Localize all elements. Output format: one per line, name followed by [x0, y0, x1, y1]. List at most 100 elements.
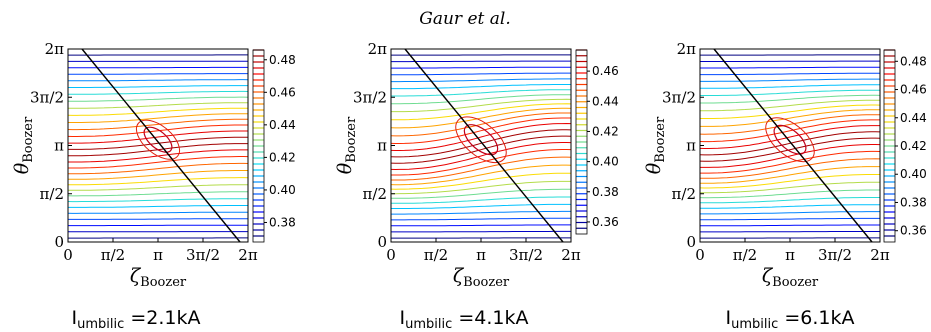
y-axis-label-symbol: θ	[11, 162, 33, 174]
contour-line	[390, 172, 571, 190]
contour-line	[68, 73, 248, 75]
contour-line	[68, 205, 248, 208]
contour-line	[700, 99, 880, 112]
contour-line	[700, 204, 880, 209]
running-head: Gaur et al.	[419, 9, 510, 29]
umbilic-edge-line	[81, 48, 241, 243]
colorbar: 0.46 0.44 0.42 0.40 0.38 0.36	[575, 49, 619, 235]
colorbar-tick-label: 0.48	[900, 54, 927, 68]
panel-caption: Iumbilic =6.1kA	[726, 307, 855, 332]
contour-island	[143, 126, 173, 153]
colorbar-frame	[575, 49, 588, 235]
y-tick-label: π/2	[363, 185, 387, 203]
contour-line	[67, 198, 248, 203]
contour-line	[700, 150, 881, 174]
contour-line	[68, 79, 249, 82]
y-tick-label: 3π/2	[30, 88, 64, 106]
y-axis-label-symbol: θ	[334, 162, 356, 174]
x-tick-label: 0	[63, 246, 73, 264]
x-tick-label: π/2	[733, 246, 757, 264]
contour-line	[699, 137, 881, 162]
umbilic-edge-line	[713, 48, 873, 243]
contour-line	[68, 177, 249, 186]
x-tick-label: 3π/2	[509, 246, 543, 264]
contour-line	[67, 124, 248, 137]
contour-line	[68, 90, 249, 95]
contour-line	[391, 217, 571, 221]
contour-island-outer	[455, 116, 507, 164]
contour-line	[68, 184, 248, 191]
y-tick-label: 2π	[368, 40, 388, 58]
colorbar-tick-label: 0.46	[269, 85, 296, 99]
contour-line	[391, 103, 572, 121]
contour-line	[700, 94, 881, 104]
colorbar-tick-label: 0.40	[269, 183, 296, 197]
contour-line	[391, 203, 571, 209]
caption-subscript: umbilic	[731, 317, 778, 332]
contour-line	[391, 94, 571, 105]
y-tick-label: π	[686, 137, 696, 155]
colorbar-tick-label: 0.38	[900, 195, 927, 209]
contour-line	[68, 113, 248, 123]
contour-lines-3	[699, 54, 881, 239]
panels-group: 0 π/2 π 3π/2 2π0π/2π3π/22πζBoozerθBoozer0.48…	[11, 40, 927, 332]
caption-symbol: I	[72, 307, 78, 329]
x-tick-label: 2π	[870, 246, 890, 264]
panel-caption: Iumbilic =4.1kA	[400, 307, 529, 332]
contour-line	[67, 211, 248, 214]
contour-line	[391, 230, 571, 233]
contour-line	[68, 130, 248, 144]
contour-line	[68, 218, 248, 220]
contour-line	[68, 162, 249, 175]
y-axis-label: θBoozer	[334, 116, 359, 174]
contour-line	[391, 89, 571, 97]
contour-line	[391, 72, 571, 76]
contour-line	[700, 89, 880, 96]
colorbar-tick-label: 0.38	[592, 185, 619, 199]
colorbar-tick-label: 0.44	[269, 118, 296, 132]
contour-line	[700, 144, 881, 168]
contour-line	[390, 122, 572, 151]
colorbar-tick-label: 0.48	[269, 53, 296, 67]
x-tick-label: π	[153, 246, 163, 264]
y-axis-label-subscript: Boozer	[21, 116, 36, 163]
contour-line	[391, 224, 571, 227]
contour-line	[699, 174, 880, 189]
contour-line	[699, 131, 881, 156]
contour-line	[700, 104, 881, 119]
contour-line	[700, 78, 880, 82]
x-tick-label: π	[785, 246, 795, 264]
x-axis-label: ζBoozer	[453, 265, 510, 290]
contour-line	[700, 181, 880, 194]
panel-caption: Iumbilic =2.1kA	[72, 307, 201, 332]
colorbar: 0.48 0.46 0.44 0.42 0.40 0.38 0.36	[883, 49, 927, 243]
colorbar-tick-label: 0.44	[900, 111, 927, 125]
contour-line	[390, 117, 571, 144]
x-tick-label: 3π/2	[818, 246, 852, 264]
y-axis-label-symbol: θ	[643, 162, 665, 174]
y-tick-label: 2π	[677, 40, 697, 58]
contour-line	[391, 156, 572, 181]
contour-island-outer	[765, 117, 815, 163]
caption-symbol: I	[726, 307, 732, 329]
contour-panel-2: 0 π/2 π 3π/2 2π0π/2π3π/22πζBoozerθBoozer0.46…	[334, 40, 619, 332]
contour-panel-1: 0 π/2 π 3π/2 2π0π/2π3π/22πζBoozerθBoozer0.48…	[11, 40, 296, 332]
contour-island	[463, 124, 499, 156]
contour-island-outer	[135, 119, 181, 160]
contour-line	[700, 158, 881, 179]
x-tick-label: 0	[386, 246, 396, 264]
contour-line	[68, 85, 248, 88]
contour-line	[700, 197, 880, 204]
contour-line	[67, 191, 248, 197]
contour-line	[391, 84, 571, 90]
colorbar-tick-label: 0.44	[592, 94, 619, 108]
colorbar-tick-label: 0.36	[900, 224, 927, 238]
contour-line	[700, 84, 880, 89]
contour-line	[699, 119, 880, 143]
x-axis-label-subscript: Boozer	[463, 275, 510, 290]
contour-line	[390, 164, 572, 186]
x-axis-label-symbol: ζ	[762, 265, 774, 287]
contour-lines-2	[390, 54, 572, 239]
colorbar-tick-label: 0.42	[269, 150, 296, 164]
colorbar-tick-label: 0.46	[900, 83, 927, 97]
